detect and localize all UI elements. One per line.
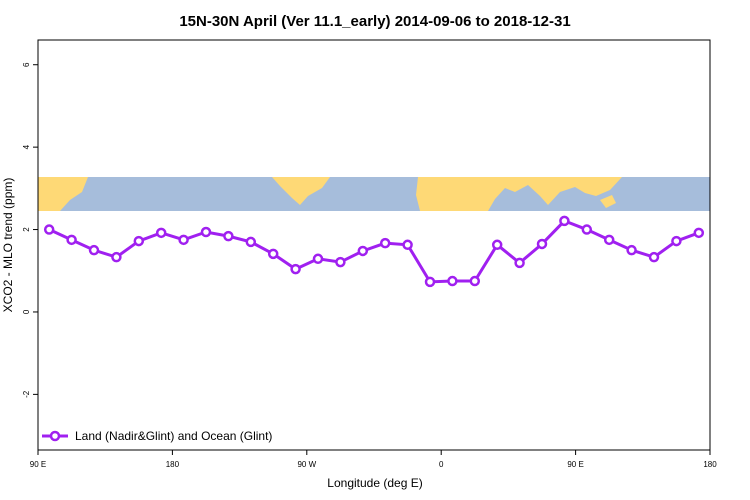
data-point (245, 236, 257, 248)
plot-frame (37, 39, 711, 451)
y-tick-label: 2 (22, 227, 31, 232)
data-point (290, 263, 301, 275)
data-point (133, 235, 145, 247)
data-point (447, 275, 458, 287)
data-point (424, 276, 436, 288)
data-point (43, 224, 55, 235)
data-point (223, 230, 234, 242)
y-tick-label: -2 (22, 390, 31, 398)
data-point (267, 248, 279, 260)
data-point (648, 251, 660, 263)
data-point (178, 234, 189, 246)
data-point (559, 215, 570, 227)
chart-title: 15N-30N April (Ver 11.1_early) 2014-09-0… (179, 13, 570, 30)
x-tick-label: 90 E (567, 460, 583, 469)
data-point (335, 256, 346, 268)
y-tick-label: 4 (22, 144, 31, 149)
data-point (671, 235, 682, 247)
data-point (626, 244, 637, 256)
world-map-band (38, 177, 710, 211)
data-point (66, 234, 77, 246)
y-tick-label: 0 (22, 309, 31, 314)
x-tick-label: 0 (439, 460, 444, 469)
data-point (469, 275, 481, 287)
legend-label: Land (Nadir&Glint) and Ocean (Glint) (75, 429, 272, 443)
data-point (357, 245, 369, 257)
data-point (111, 251, 122, 263)
series-line (48, 219, 700, 284)
data-point (402, 239, 413, 251)
x-tick-label: 90 E (30, 460, 46, 469)
data-point (693, 227, 705, 239)
x-axis-label: Longitude (deg E) (327, 476, 422, 490)
data-point (514, 257, 525, 269)
y-tick-label: 6 (22, 62, 31, 67)
data-point (536, 238, 548, 250)
data-point (603, 234, 615, 246)
data-point (200, 226, 212, 238)
x-tick-label: 180 (703, 460, 717, 469)
data-point (155, 227, 167, 239)
data-point (88, 244, 100, 256)
data-point (312, 253, 324, 265)
data-point (491, 239, 503, 251)
x-tick-label: 180 (166, 460, 180, 469)
legend-marker (49, 430, 61, 442)
data-point (581, 224, 593, 235)
data-point (379, 237, 391, 249)
y-axis-label: XCO2 - MLO trend (ppm) (1, 178, 15, 313)
x-tick-label: 90 W (297, 460, 316, 469)
